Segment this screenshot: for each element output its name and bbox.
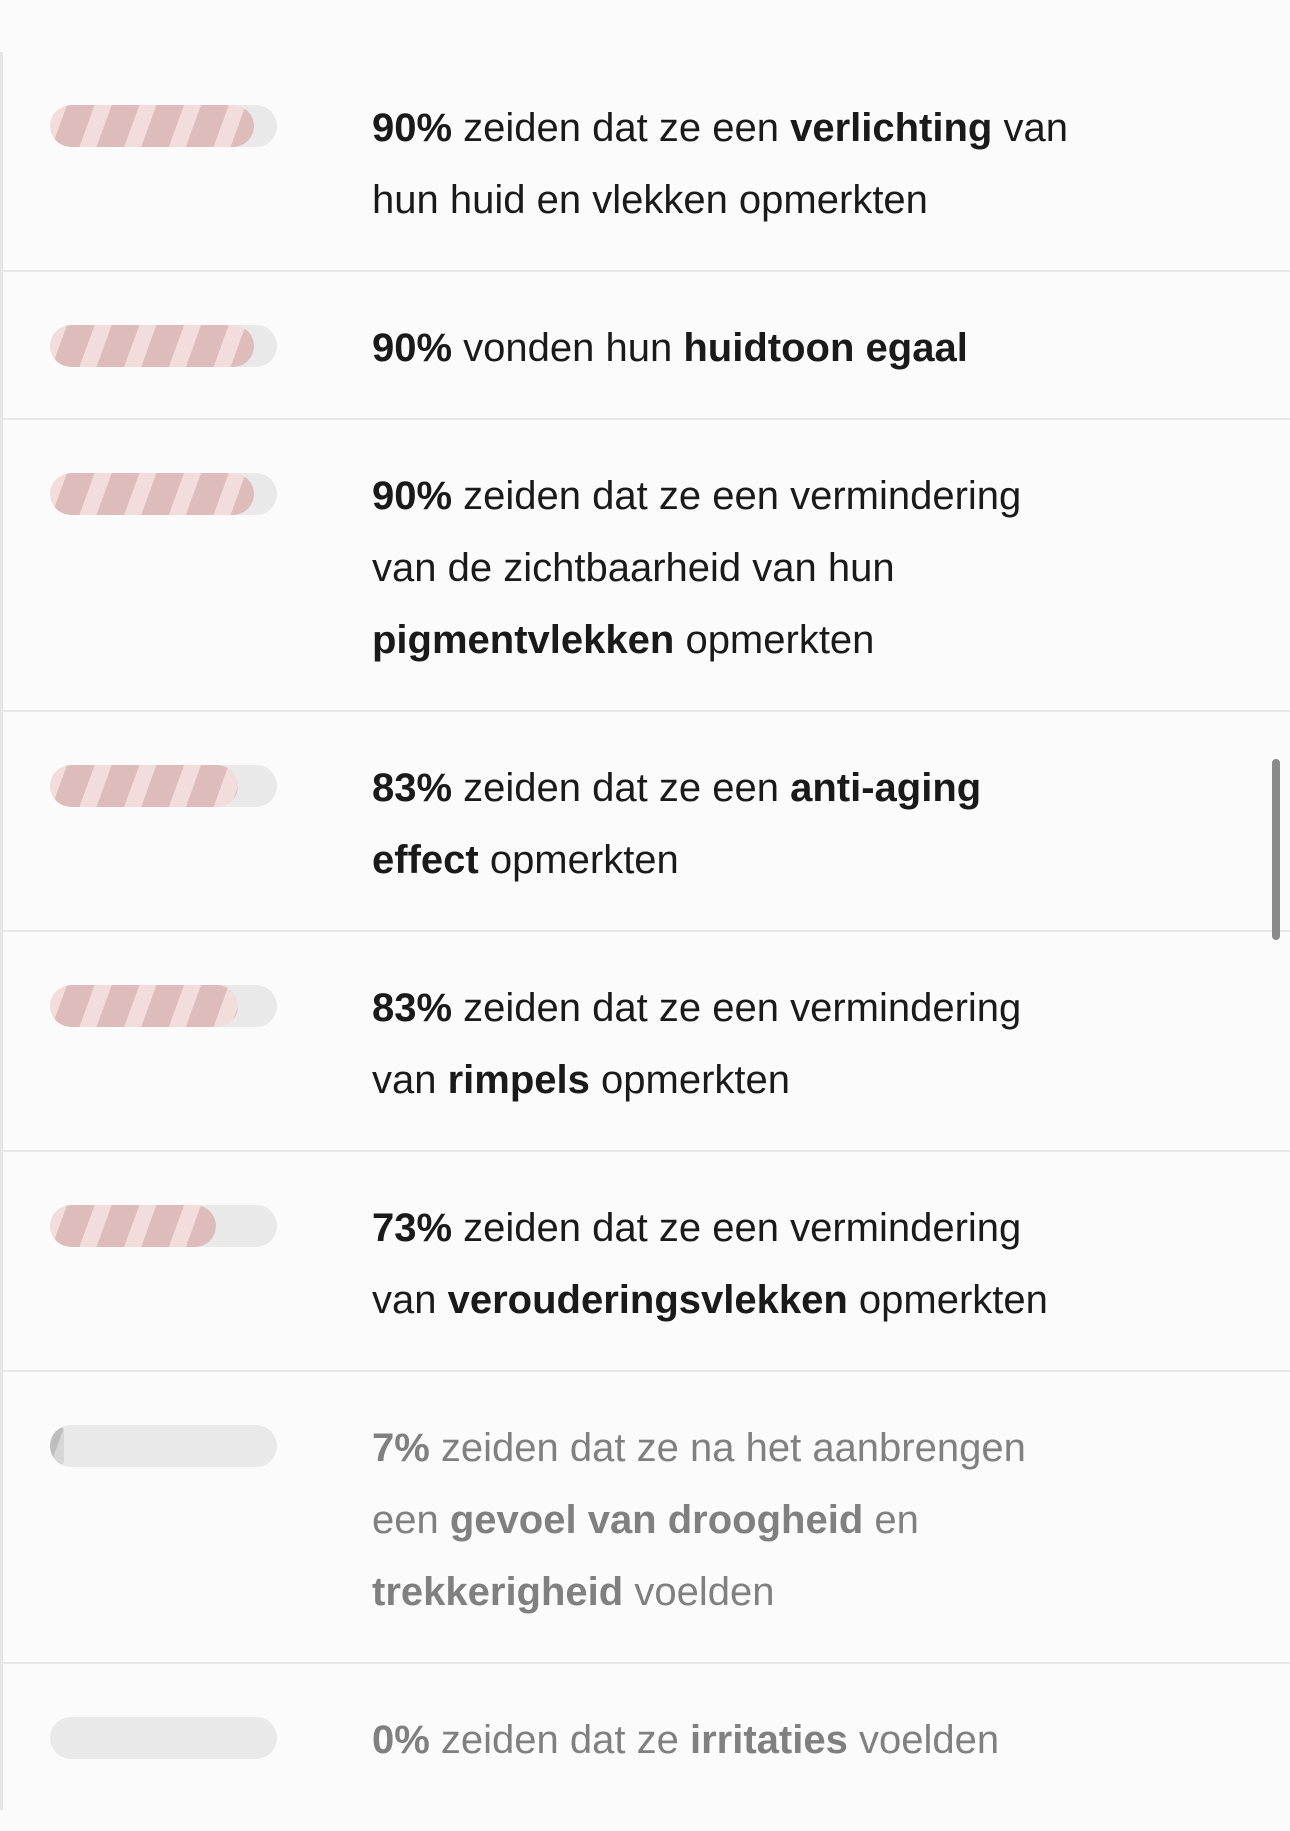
result-text: 90% zeiden dat ze een verlichting van hun…	[372, 92, 1290, 236]
result-row: 90% zeiden dat ze een verlichting van hun…	[3, 52, 1290, 272]
bold-text: 90%	[372, 474, 453, 518]
bold-text: 83%	[372, 986, 453, 1030]
text-segment: voelden	[847, 1718, 1000, 1762]
text-line: 90% zeiden dat ze een verlichting van	[372, 92, 1290, 164]
text-line: effect opmerkten	[372, 824, 1290, 896]
survey-results-list: 90% zeiden dat ze een verlichting van hun…	[0, 52, 1290, 1810]
text-segment: een	[372, 1498, 450, 1542]
text-segment: zeiden dat ze een	[452, 106, 791, 150]
bold-text: gevoel van droogheid	[449, 1498, 864, 1542]
text-segment: zeiden dat ze na het aanbrengen	[429, 1426, 1026, 1470]
text-line: 7% zeiden dat ze na het aanbrengen	[372, 1412, 1290, 1484]
progress-bar	[50, 325, 277, 367]
text-line: hun huid en vlekken opmerkten	[372, 164, 1290, 236]
bold-text: 90%	[372, 106, 453, 150]
progress-bar	[50, 1425, 277, 1467]
text-line: pigmentvlekken opmerkten	[372, 604, 1290, 676]
bold-text: effect	[372, 838, 479, 882]
text-segment: vonden hun	[452, 326, 684, 370]
text-segment: zeiden dat ze een	[452, 766, 791, 810]
scrollbar[interactable]	[1272, 759, 1280, 940]
text-segment: opmerkten	[847, 1278, 1048, 1322]
progress-bar	[50, 473, 277, 515]
text-segment: van	[372, 1058, 448, 1102]
progress-bar	[50, 985, 277, 1027]
bold-text: huidtoon egaal	[683, 326, 968, 370]
text-segment: opmerkten	[589, 1058, 791, 1102]
result-row: 0% zeiden dat ze irritaties voelden	[3, 1664, 1290, 1810]
text-segment: van de zichtbaarheid van hun	[372, 546, 895, 590]
result-row: 7% zeiden dat ze na het aanbrengen een ge…	[3, 1372, 1290, 1664]
text-segment: zeiden dat ze	[429, 1718, 690, 1762]
text-segment: zeiden dat ze een vermindering	[452, 1206, 1022, 1250]
progress-bar	[50, 765, 277, 807]
text-segment: en	[863, 1498, 919, 1542]
result-row: 83% zeiden dat ze een anti-aging effect o…	[3, 712, 1290, 932]
progress-fill	[50, 105, 255, 147]
progress-bar	[50, 1717, 277, 1759]
text-segment: opmerkten	[478, 838, 679, 882]
text-segment: van	[992, 106, 1068, 150]
bold-text: trekkerigheid	[372, 1570, 624, 1614]
bold-text: irritaties	[690, 1718, 848, 1762]
result-text: 83% zeiden dat ze een vermindering van ri…	[372, 972, 1290, 1116]
progress-fill	[50, 473, 255, 515]
text-line: een gevoel van droogheid en	[372, 1484, 1290, 1556]
bold-text: anti-aging	[790, 766, 982, 810]
text-line: trekkerigheid voelden	[372, 1556, 1290, 1628]
bold-text: 83%	[372, 766, 453, 810]
text-line: 83% zeiden dat ze een anti-aging	[372, 752, 1290, 824]
result-text: 90% vonden hun huidtoon egaal	[372, 312, 1290, 384]
text-line: 90% zeiden dat ze een vermindering	[372, 460, 1290, 532]
result-text: 90% zeiden dat ze een vermindering van de…	[372, 460, 1290, 676]
bold-text: 0%	[372, 1718, 430, 1762]
result-row: 90% vonden hun huidtoon egaal	[3, 272, 1290, 420]
text-line: van verouderingsvlekken opmerkten	[372, 1264, 1290, 1336]
bold-text: 73%	[372, 1206, 453, 1250]
bold-text: rimpels	[447, 1058, 590, 1102]
result-text: 73% zeiden dat ze een vermindering van ve…	[372, 1192, 1290, 1336]
bold-text: 90%	[372, 326, 453, 370]
result-row: 83% zeiden dat ze een vermindering van ri…	[3, 932, 1290, 1152]
progress-fill	[50, 1425, 64, 1467]
result-text: 0% zeiden dat ze irritaties voelden	[372, 1704, 1290, 1776]
bold-text: verlichting	[790, 106, 993, 150]
progress-fill	[50, 765, 239, 807]
text-line: 83% zeiden dat ze een vermindering	[372, 972, 1290, 1044]
text-line: van de zichtbaarheid van hun	[372, 532, 1290, 604]
text-segment: voelden	[623, 1570, 775, 1614]
text-line: van rimpels opmerkten	[372, 1044, 1290, 1116]
text-segment: opmerkten	[674, 618, 875, 662]
text-line: 90% vonden hun huidtoon egaal	[372, 312, 1290, 384]
result-row: 73% zeiden dat ze een vermindering van ve…	[3, 1152, 1290, 1372]
text-segment: hun huid en vlekken opmerkten	[372, 178, 928, 222]
progress-fill	[50, 1205, 216, 1247]
progress-bar	[50, 1205, 277, 1247]
progress-fill	[50, 985, 239, 1027]
progress-fill	[50, 325, 255, 367]
result-text: 7% zeiden dat ze na het aanbrengen een ge…	[372, 1412, 1290, 1628]
text-line: 0% zeiden dat ze irritaties voelden	[372, 1704, 1290, 1776]
bold-text: pigmentvlekken	[372, 618, 675, 662]
bold-text: 7%	[372, 1426, 430, 1470]
text-segment: van	[372, 1278, 448, 1322]
result-text: 83% zeiden dat ze een anti-aging effect o…	[372, 752, 1290, 896]
text-segment: zeiden dat ze een vermindering	[452, 474, 1022, 518]
bold-text: verouderingsvlekken	[447, 1278, 848, 1322]
result-row: 90% zeiden dat ze een vermindering van de…	[3, 420, 1290, 712]
progress-bar	[50, 105, 277, 147]
text-line: 73% zeiden dat ze een vermindering	[372, 1192, 1290, 1264]
text-segment: zeiden dat ze een vermindering	[452, 986, 1022, 1030]
